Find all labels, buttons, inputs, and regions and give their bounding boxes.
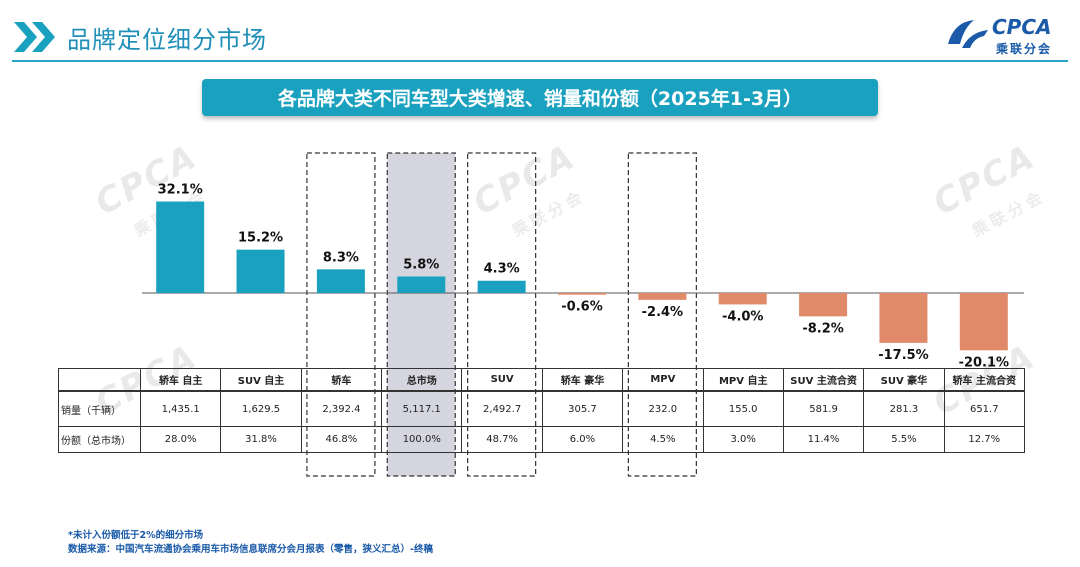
logo-subtext: 乘联分会 [996, 42, 1053, 56]
cpca-logo-icon [948, 20, 988, 48]
highlight-box [627, 152, 697, 477]
table-corner-cell [58, 368, 141, 392]
bar [397, 276, 446, 293]
bar [156, 201, 205, 293]
chevron-double-icon [14, 22, 55, 52]
table-cell-sales: 2,492.7 [461, 390, 543, 427]
table-cell-share: 48.7% [461, 426, 543, 453]
highlight-box [467, 152, 537, 477]
table-cell-sales: 1,435.1 [139, 390, 222, 427]
data-label: -20.1% [959, 355, 1010, 370]
table-cell-share: 11.4% [782, 426, 865, 453]
data-label: -8.2% [802, 321, 843, 336]
bar [558, 293, 606, 295]
bar [638, 293, 687, 300]
table-header-cell: SUV 主流合资 [782, 368, 865, 392]
table-cell-sales: 5,117.1 [381, 390, 463, 427]
table-cell-sales: 305.7 [541, 390, 624, 427]
table-header-cell: 轿车 豪华 [541, 368, 624, 392]
table-header-cell: 轿车 自主 [139, 368, 222, 392]
table-cell-share: 12.7% [943, 426, 1025, 453]
table-cell-sales: 281.3 [863, 390, 945, 427]
table-cell-sales: 232.0 [622, 390, 704, 427]
page-title: 品牌定位细分市场 [67, 26, 267, 54]
bar [799, 293, 848, 317]
table-row-share: 份额（总市场） 28.0% 31.8% 46.8% 100.0% 48.7% 6.0% 4.… [58, 426, 1025, 453]
table-header-cell: SUV 豪华 [863, 368, 945, 392]
table-cell-share: 4.5% [622, 426, 704, 453]
table-cell-share: 31.8% [220, 426, 302, 453]
table-cell-sales: 2,392.4 [300, 390, 383, 427]
table-cell-share: 3.0% [702, 426, 784, 453]
data-label: -2.4% [642, 305, 683, 320]
footnote-source: 数据来源：中国汽车流通协会乘用车市场信息联席分会月报表（零售，狭义汇总）-终稿 [68, 544, 433, 555]
bar [718, 293, 767, 305]
logo-text: CPCA [992, 15, 1052, 39]
bar [959, 293, 1008, 351]
table-header-cell: SUV 自主 [220, 368, 302, 392]
data-label: -17.5% [878, 348, 929, 363]
header-divider [12, 60, 1068, 62]
data-label: -0.6% [561, 300, 602, 315]
table-cell-share: 28.0% [139, 426, 222, 453]
table-cell-sales: 155.0 [702, 390, 784, 427]
table-cell-share: 100.0% [381, 426, 463, 453]
bar [236, 249, 285, 293]
data-label: 32.1% [158, 183, 203, 198]
table-cell-share: 46.8% [300, 426, 383, 453]
data-label: 8.3% [323, 250, 359, 265]
data-label: 5.8% [403, 257, 439, 272]
table-header-row: 轿车 自主 SUV 自主 轿车 总市场 SUV 轿车 豪华 MPV MPV 自主 SUV 主流合… [58, 368, 1025, 392]
chart-title-banner: 各品牌大类不同车型大类增速、销量和份额（2025年1-3月） [202, 79, 878, 116]
bar [879, 293, 928, 343]
table-header-cell: MPV 自主 [702, 368, 784, 392]
bar [477, 280, 526, 293]
footnote-line-1: *未计入份额低于2%的细分市场 [68, 530, 204, 541]
table-cell-share: 5.5% [863, 426, 945, 453]
highlight-box [306, 152, 376, 477]
table-cell-sales: 651.7 [943, 390, 1025, 427]
row-label-sales: 销量（千辆） [58, 390, 141, 427]
table-header-cell: 总市场 [381, 368, 463, 392]
table-header-cell: 轿车 主流合资 [943, 368, 1025, 392]
data-label: 15.2% [238, 231, 283, 246]
table-header-cell: MPV [622, 368, 704, 392]
table-cell-share: 6.0% [541, 426, 624, 453]
sales-share-table: 轿车 自主 SUV 自主 轿车 总市场 SUV 轿车 豪华 MPV MPV 自主 SUV 主流合… [58, 368, 1025, 453]
table-cell-sales: 1,629.5 [220, 390, 302, 427]
table-header-cell: 轿车 [300, 368, 383, 392]
table-header-cell: SUV [461, 368, 543, 392]
footnote: *未计入份额低于2%的细分市场 数据来源：中国汽车流通协会乘用车市场信息联席分会… [68, 529, 433, 557]
table-row-sales: 销量（千辆） 1,435.1 1,629.5 2,392.4 5,117.1 2,492… [58, 390, 1025, 427]
data-label: -4.0% [722, 309, 763, 324]
bar [316, 269, 365, 293]
table-cell-sales: 581.9 [782, 390, 865, 427]
data-label: 4.3% [484, 262, 520, 277]
row-label-share: 份额（总市场） [58, 426, 141, 453]
